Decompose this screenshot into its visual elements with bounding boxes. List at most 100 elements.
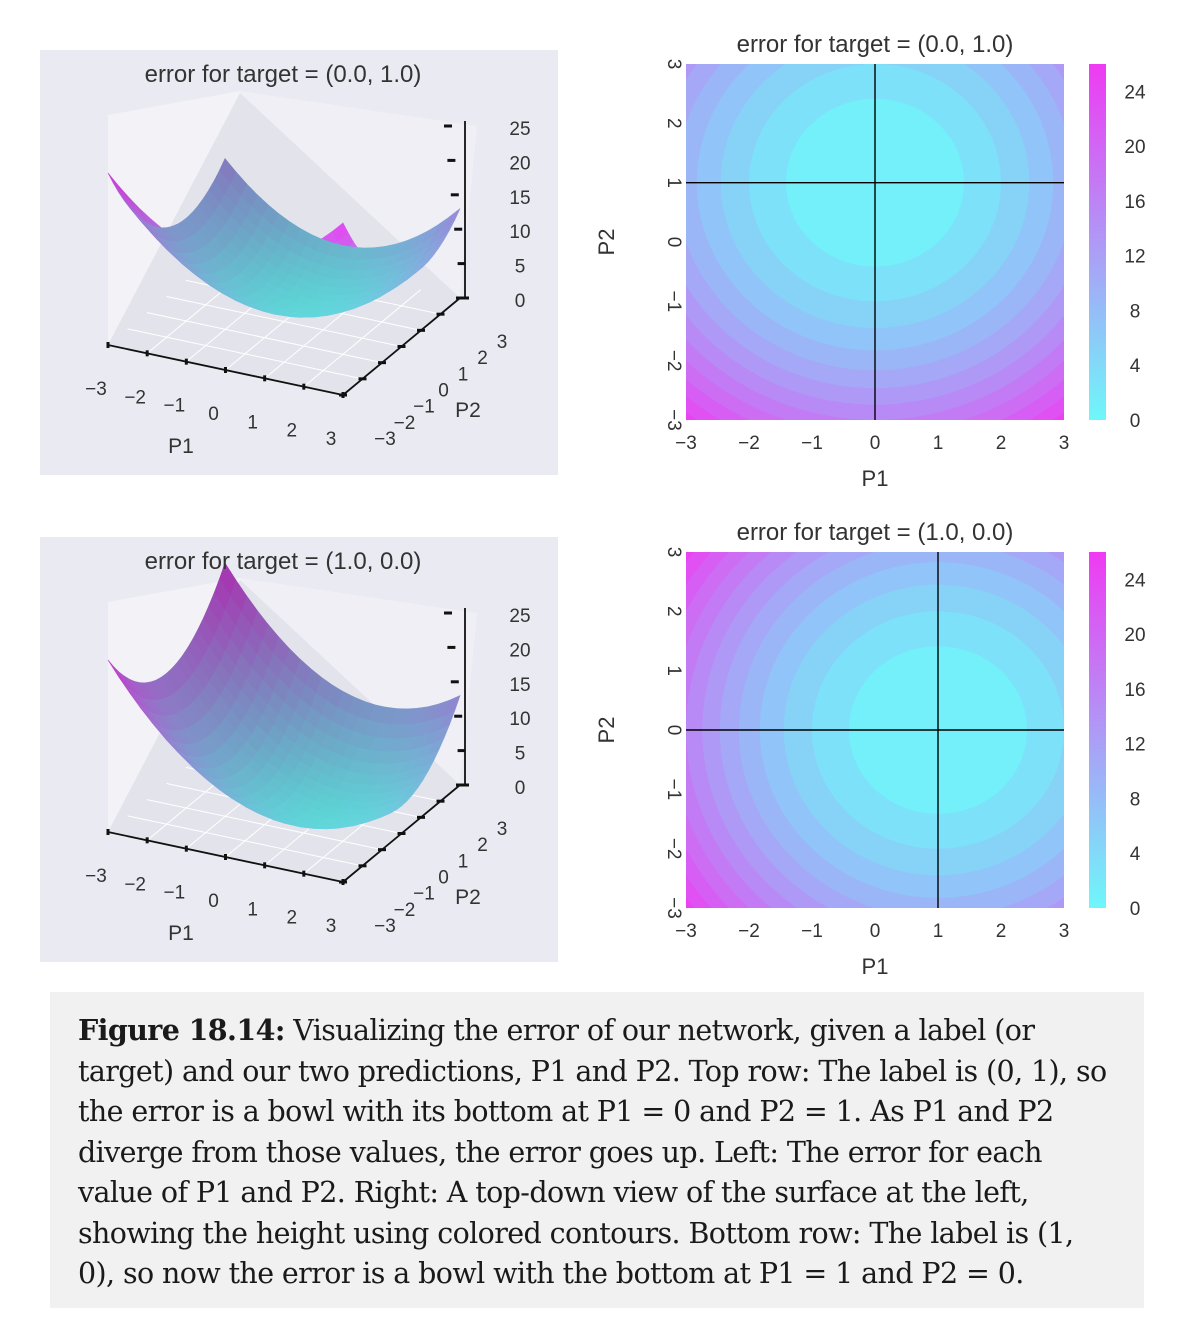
p1-axis-label: P1	[168, 922, 194, 945]
p2-tick-label: −2	[394, 413, 416, 434]
p2-tick-label: 0	[438, 868, 449, 889]
figure-caption: Figure 18.14: Visualizing the error of o…	[78, 1010, 1116, 1295]
p1-tick-label: −3	[85, 866, 107, 887]
p2-axis-label: P2	[455, 399, 481, 422]
back-wall-left	[108, 91, 240, 345]
x-tick-label: −1	[801, 433, 823, 454]
colorbar	[1089, 552, 1106, 908]
y-tick-label: −2	[663, 350, 684, 372]
x-tick-label: 1	[933, 921, 944, 942]
x-tick-label: 0	[870, 433, 881, 454]
y-tick-label: −1	[663, 778, 684, 800]
p2-tick-label: 2	[477, 348, 488, 369]
p2-tick-label: 1	[458, 851, 469, 872]
colorbar-tick-label: 20	[1124, 625, 1145, 646]
colorbar-tick-label: 16	[1124, 192, 1145, 213]
p2-tick-label: −3	[374, 916, 396, 937]
colorbar-tick-label: 8	[1130, 789, 1141, 810]
p2-tick-label: 3	[497, 819, 508, 840]
x-tick-label: 1	[933, 433, 944, 454]
surface-mesh	[107, 158, 461, 318]
p1-axis-label: P1	[168, 435, 194, 458]
colorbar-tick-label: 24	[1124, 82, 1146, 103]
p1-tick-label: 3	[326, 916, 337, 937]
colorbar-tick-label: 0	[1130, 899, 1141, 920]
x-tick-label: 2	[996, 921, 1007, 942]
x-tick-label: 3	[1059, 921, 1070, 942]
p1-tick-label: −1	[163, 396, 185, 417]
z-tick-label: 20	[509, 640, 530, 661]
y-tick-label: 0	[663, 725, 684, 736]
contour-plot-top: error for target = (0.0, 1.0)−3 −2 −1 0 1 2 33…	[594, 31, 1146, 491]
x-axis-label: P1	[862, 954, 889, 979]
y-tick-label: 3	[663, 547, 684, 558]
caption-label: Figure 18.14:	[78, 1013, 285, 1047]
x-tick-label: 3	[1059, 433, 1070, 454]
x-tick-label: −2	[738, 433, 760, 454]
colorbar-tick-label: 4	[1130, 844, 1141, 865]
p1-tick-label: 2	[287, 908, 298, 929]
y-axis-label: P2	[594, 229, 619, 256]
p1-tick-label: 1	[247, 412, 258, 433]
p1-tick-label: −1	[163, 883, 185, 904]
p2-tick-label: 2	[477, 835, 488, 856]
p1-tick-label: 1	[247, 899, 258, 920]
z-tick-label: 20	[509, 153, 530, 174]
surface-mesh	[107, 562, 461, 830]
p2-tick-label: 3	[497, 332, 508, 353]
contour-plot-bottom: error for target = (1.0, 0.0)−3 −2 −1 0 1 2 33…	[594, 519, 1146, 979]
y-tick-label: −3	[663, 409, 684, 431]
z-tick-label: 15	[509, 188, 530, 209]
z-tick-label: 25	[509, 606, 530, 627]
y-tick-label: 1	[663, 177, 684, 188]
p2-tick-label: −1	[413, 884, 435, 905]
contour-title: error for target = (0.0, 1.0)	[737, 31, 1014, 58]
colorbar	[1089, 64, 1106, 420]
z-tick-label: 25	[509, 119, 530, 140]
colorbar-tick-label: 24	[1124, 570, 1146, 591]
y-axis-label: P2	[594, 717, 619, 744]
z-tick-label: 10	[509, 222, 530, 243]
surface-title: error for target = (1.0, 0.0)	[145, 548, 422, 575]
colorbar-tick-label: 4	[1130, 356, 1141, 377]
y-tick-label: −2	[663, 838, 684, 860]
y-tick-label: 3	[663, 59, 684, 70]
surface-title: error for target = (0.0, 1.0)	[145, 61, 422, 88]
p2-axis-label: P2	[455, 886, 481, 909]
colorbar-tick-label: 12	[1124, 735, 1145, 756]
y-tick-label: 1	[663, 665, 684, 676]
z-tick-label: 0	[515, 778, 526, 799]
colorbar-tick-label: 20	[1124, 137, 1145, 158]
p2-tick-label: 0	[438, 381, 449, 402]
x-tick-label: 2	[996, 433, 1007, 454]
p1-tick-label: −3	[85, 379, 107, 400]
colorbar-tick-label: 0	[1130, 411, 1141, 432]
p1-tick-label: 3	[326, 429, 337, 450]
p2-tick-label: −2	[394, 900, 416, 921]
z-tick-label: 5	[515, 744, 526, 765]
p1-tick-label: 0	[208, 891, 219, 912]
surface-plot-bottom: error for target = (1.0, 0.0)−3 −2 −1 0 1 2 3−…	[40, 537, 558, 962]
p1-tick-label: −2	[124, 874, 146, 895]
caption-box: Figure 18.14: Visualizing the error of o…	[50, 992, 1144, 1308]
colorbar-tick-label: 16	[1124, 680, 1145, 701]
colorbar-tick-label: 12	[1124, 247, 1145, 268]
p1-tick-label: 2	[287, 421, 298, 442]
contour-title: error for target = (1.0, 0.0)	[737, 519, 1014, 546]
surface-plot-top: error for target = (0.0, 1.0)−3 −2 −1 0 1 2 3−…	[40, 50, 558, 475]
z-tick-label: 10	[509, 709, 530, 730]
x-tick-label: −2	[738, 921, 760, 942]
colorbar-tick-label: 8	[1130, 301, 1141, 322]
surface-facet	[219, 562, 237, 596]
x-tick-label: −3	[675, 921, 697, 942]
y-tick-label: −1	[663, 290, 684, 312]
p2-tick-label: −1	[413, 397, 435, 418]
x-tick-label: 0	[870, 921, 881, 942]
caption-text: Visualizing the error of our network, gi…	[78, 1014, 1107, 1290]
y-tick-label: −3	[663, 897, 684, 919]
p2-tick-label: −3	[374, 429, 396, 450]
x-axis-label: P1	[862, 466, 889, 491]
p1-tick-label: −2	[124, 387, 146, 408]
z-tick-label: 15	[509, 675, 530, 696]
